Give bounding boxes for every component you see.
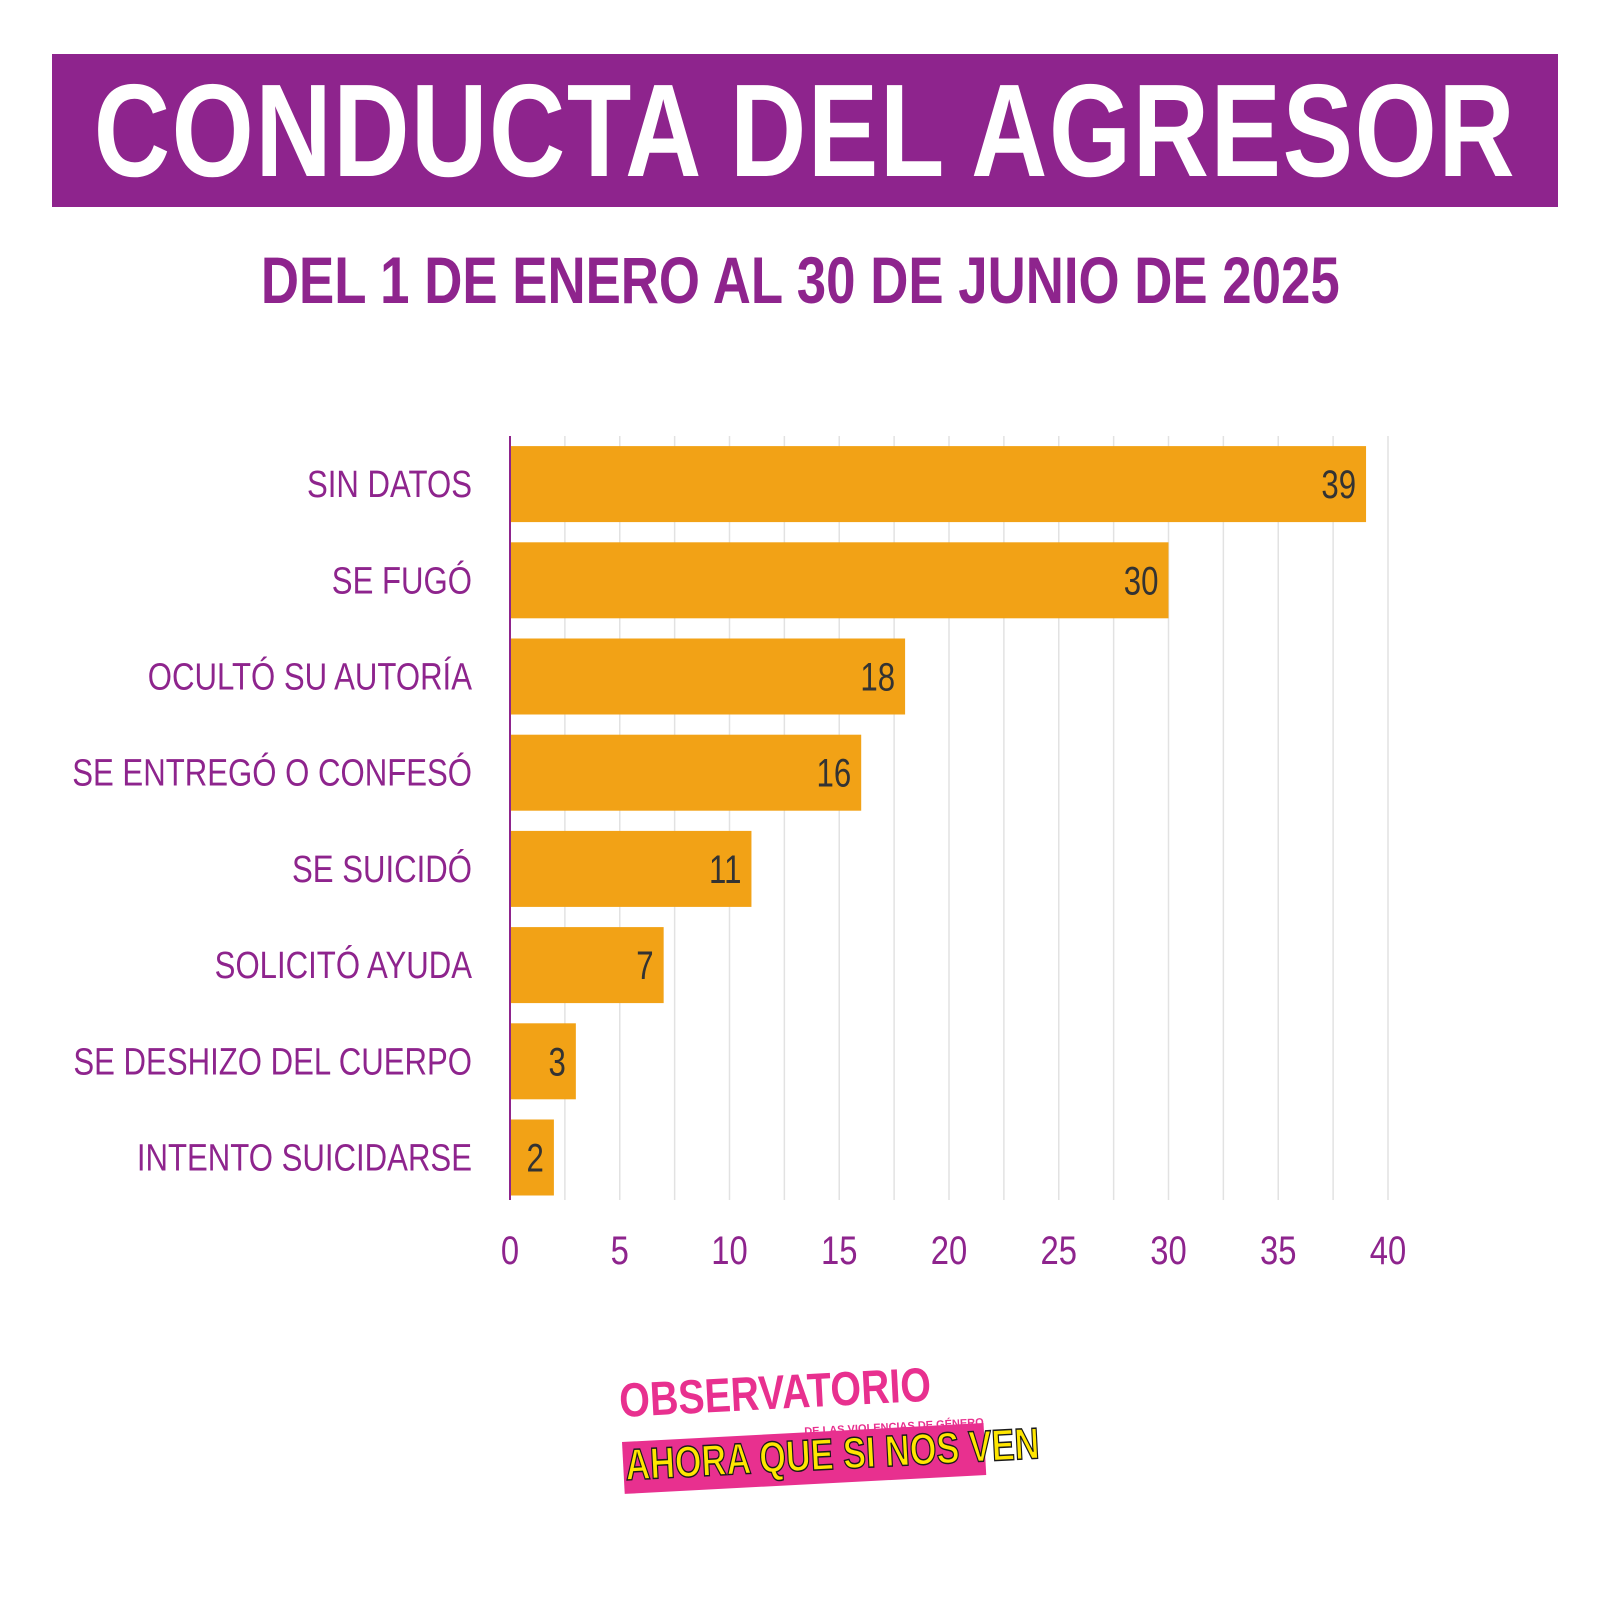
bar [510, 927, 664, 1004]
category-label: SE DESHIZO DEL CUERPO [73, 1041, 472, 1083]
value-label: 2 [527, 1136, 544, 1181]
chart-subtitle: DEL 1 DE ENERO AL 30 DE JUNIO DE 2025 [0, 240, 1600, 320]
x-tick-label: 30 [1150, 1228, 1186, 1273]
x-tick-label: 0 [501, 1228, 519, 1273]
x-tick-label: 20 [931, 1228, 967, 1273]
bar [510, 830, 752, 907]
x-tick-label: 25 [1041, 1228, 1077, 1273]
value-label: 16 [817, 751, 852, 796]
category-label: SE SUICIDÓ [292, 848, 472, 891]
value-label: 39 [1321, 462, 1356, 507]
x-tick-label: 15 [821, 1228, 857, 1273]
x-tick-label: 5 [611, 1228, 629, 1273]
bar [510, 638, 906, 715]
category-label: OCULTÓ SU AUTORÍA [148, 656, 473, 699]
chart-title: CONDUCTA DEL AGRESOR [93, 56, 1517, 204]
x-tick-label: 10 [711, 1228, 747, 1273]
value-label: 30 [1124, 559, 1159, 604]
value-label: 11 [709, 847, 741, 892]
value-label: 7 [636, 943, 653, 988]
bar [510, 446, 1367, 523]
observatorio-logo: OBSERVATORIO DE LAS VIOLENCIAS DE GÉNERO… [618, 1359, 1041, 1520]
category-label: SE ENTREGÓ O CONFESÓ [72, 752, 472, 795]
value-label: 18 [860, 655, 895, 700]
bar [510, 542, 1169, 619]
x-tick-label: 35 [1260, 1228, 1296, 1273]
category-label: INTENTO SUICIDARSE [137, 1138, 472, 1180]
logo-observatorio-text: OBSERVATORIO [617, 1358, 933, 1428]
x-tick-label: 40 [1370, 1228, 1406, 1273]
chart-subtitle-text: DEL 1 DE ENERO AL 30 DE JUNIO DE 2025 [260, 243, 1340, 317]
category-label: SIN DATOS [307, 464, 472, 506]
title-banner: CONDUCTA DEL AGRESOR [52, 54, 1558, 207]
bar [510, 1023, 576, 1100]
bar [510, 734, 862, 811]
category-label: SE FUGÓ [332, 559, 472, 602]
value-label: 3 [548, 1040, 565, 1085]
bar [510, 1119, 554, 1196]
category-label: SOLICITÓ AYUDA [215, 944, 473, 987]
